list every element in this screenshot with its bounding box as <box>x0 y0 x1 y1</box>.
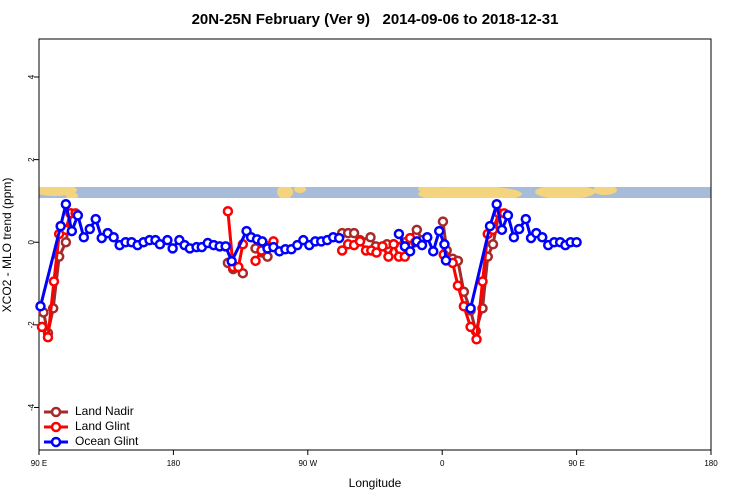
legend-marker <box>50 406 62 418</box>
y-axis-label: XCO2 - MLO trend (ppm) <box>0 178 14 313</box>
data-point <box>333 232 345 244</box>
legend-label: Land Glint <box>75 419 130 433</box>
plot-frame <box>38 38 712 451</box>
data-point <box>502 210 514 221</box>
legend-marker <box>50 436 62 448</box>
data-point <box>411 224 423 236</box>
map-strip <box>39 187 711 198</box>
legend-label: Ocean Glint <box>75 434 139 448</box>
data-point <box>336 245 348 256</box>
data-point <box>439 239 450 250</box>
data-point <box>371 247 382 258</box>
data-point <box>365 232 376 243</box>
data-point <box>154 239 166 250</box>
legend-label: Land Nadir <box>75 404 134 418</box>
data-point <box>35 301 46 312</box>
data-point <box>72 210 84 221</box>
x-tick-label: 90 E <box>568 459 584 468</box>
data-point <box>520 213 532 225</box>
data-point <box>433 225 445 237</box>
data-point <box>388 239 399 250</box>
x-tick-label: 180 <box>167 459 181 468</box>
data-point <box>42 331 54 343</box>
y-tick-label: -2 <box>27 321 36 329</box>
data-point <box>404 246 416 257</box>
y-tick-label: -4 <box>27 403 36 411</box>
data-point <box>84 223 96 235</box>
y-tick-label: 0 <box>27 239 36 244</box>
data-point <box>440 255 452 266</box>
y-tick-label: 2 <box>27 157 36 162</box>
data-point <box>354 236 366 247</box>
data-point <box>48 276 60 287</box>
data-point <box>257 236 268 247</box>
data-point <box>36 321 48 333</box>
data-point <box>422 232 433 243</box>
data-point <box>513 223 525 235</box>
data-point <box>222 205 234 217</box>
legend-marker <box>50 421 62 433</box>
data-point <box>108 232 119 243</box>
x-tick-label: 90 W <box>298 459 317 468</box>
data-point <box>571 236 582 248</box>
x-tick-label: 180 <box>704 459 718 468</box>
data-point <box>78 232 90 243</box>
y-tick-label: 4 <box>27 74 36 79</box>
data-point <box>220 241 231 252</box>
data-point <box>250 255 261 267</box>
data-point <box>452 280 464 291</box>
data-point <box>484 220 496 232</box>
data-point <box>393 228 405 240</box>
data-point <box>477 276 488 287</box>
x-axis-label: Longitude <box>349 476 402 490</box>
series-line <box>39 202 340 307</box>
data-point <box>491 198 502 210</box>
data-point <box>162 234 173 246</box>
chart-title: 20N-25N February (Ver 9) 2014-09-06 to 2… <box>192 11 559 28</box>
data-point <box>416 239 428 251</box>
data-point <box>233 261 244 273</box>
data-point <box>226 255 237 267</box>
data-point <box>465 303 476 314</box>
data-point <box>60 236 72 248</box>
data-point <box>377 241 388 252</box>
data-point <box>90 213 101 225</box>
x-tick-label: 90 E <box>31 459 47 468</box>
data-point <box>348 227 360 239</box>
data-point <box>465 321 476 333</box>
data-point <box>437 216 449 227</box>
data-point <box>60 198 72 210</box>
data-point <box>55 220 66 232</box>
data-point <box>66 225 78 237</box>
data-point <box>508 232 520 243</box>
data-point <box>471 334 482 345</box>
data-point <box>167 243 178 254</box>
data-point <box>427 246 439 257</box>
data-point <box>383 251 394 262</box>
data-point <box>496 224 508 236</box>
data-point <box>537 232 548 243</box>
x-tick-label: 0 <box>440 459 445 468</box>
data-point <box>487 239 499 250</box>
